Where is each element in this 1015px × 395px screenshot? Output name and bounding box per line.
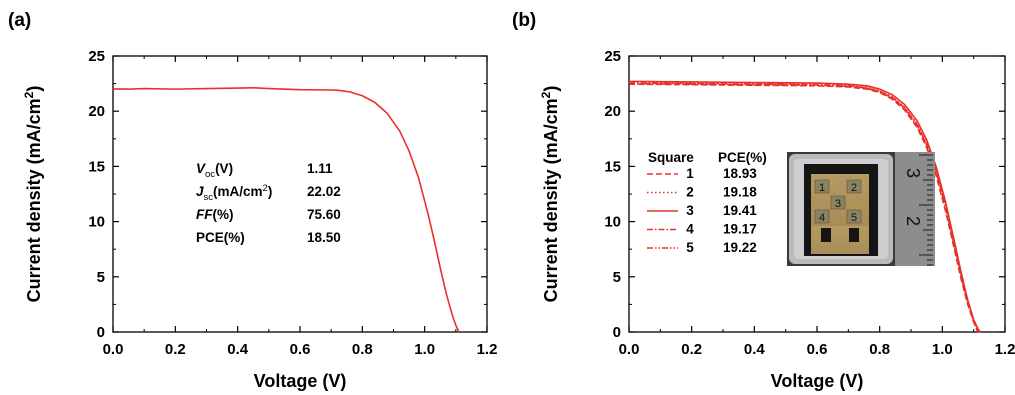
inset-pixel-label: 5 [851, 212, 857, 224]
legend-square-number: 2 [686, 185, 694, 200]
panel-a-y-tick-label: 10 [88, 214, 105, 231]
panel-b-x-tick-label: 1.0 [932, 341, 953, 358]
panel-b-x-tick-label: 0.0 [619, 341, 640, 358]
legend-header-square: Square [648, 150, 694, 165]
panel-b-y-tick-label: 0 [613, 324, 621, 341]
table-row-value: 75.60 [307, 207, 341, 222]
panel-a-y-axis-label: Current density (mA/cm2) [22, 86, 44, 303]
table-row-label: PCE(%) [196, 230, 245, 245]
inset-pixel-5 [846, 209, 862, 224]
panel-b: (b) 0.0 0.2 0.4 0.6 0.8 1.0 1.20510152025Volta… [512, 10, 1015, 391]
inset-pixel-2 [846, 179, 862, 194]
panel-b-x-tick-label: 0.2 [681, 341, 702, 358]
panel-b-x-tick-label: 0.8 [869, 341, 890, 358]
panel-a-series-line-1 [112, 87, 460, 333]
panel-a-x-tick-label: 1.0 [414, 341, 435, 358]
panel-a-axes: 0.0 0.2 0.4 0.6 0.8 1.0 1.2 0 5 10 15 20 25 Voltage (… [22, 48, 497, 391]
panel-a-y-tick-label: 15 [88, 158, 105, 175]
panel-a-series [112, 87, 460, 333]
panel-b-inset-photo: 1 234 532 [787, 152, 935, 266]
inset-ruler-label: 3 [903, 168, 923, 178]
panel-b-legend: Square PCE(%) 1 18.93 2 19.18 3 19.41 4 19.17 5 19.… [647, 150, 767, 255]
inset-electrode-bottom [811, 226, 869, 254]
legend-square-number: 4 [686, 222, 694, 237]
legend-square-number: 5 [686, 240, 694, 255]
legend-pce-value: 19.17 [723, 222, 757, 237]
panel-a-x-tick-label: 0.0 [103, 341, 124, 358]
panel-a-parameter-table: Voc(V) 1.11 Jsc(mA/cm2) 22.02 FF(%) 75.60 PCE(… [196, 161, 341, 245]
panel-a-x-tick-label: 1.2 [477, 341, 498, 358]
panel-a-x-tick-label: 0.6 [290, 341, 311, 358]
table-row-label: FF(%) [196, 207, 234, 222]
legend-pce-value: 18.93 [723, 166, 757, 181]
table-row-label: Voc(V) [196, 161, 233, 180]
inset-gap-left [821, 228, 831, 242]
panel-b-y-tick-label: 15 [604, 158, 621, 175]
panel-a-y-tick-label: 20 [88, 103, 105, 120]
table-row-value: 22.02 [307, 184, 341, 199]
panel-a-y-tick-label: 25 [88, 48, 105, 65]
panel-b-x-tick-label: 1.2 [995, 341, 1015, 358]
panel-b-y-tick-label: 10 [604, 214, 621, 231]
inset-pixel-4 [814, 209, 830, 224]
inset-gap-right [849, 228, 859, 242]
panel-a-plot-frame [112, 55, 488, 333]
inset-pixel-label: 3 [835, 198, 841, 210]
panel-b-y-tick-label: 5 [613, 269, 621, 286]
legend-header-pce: PCE(%) [718, 150, 767, 165]
inset-ruler-label: 2 [903, 216, 923, 226]
panel-b-y-tick-label: 25 [604, 48, 621, 65]
panel-b-x-axis-label: Voltage (V) [771, 371, 864, 391]
legend-pce-value: 19.18 [723, 185, 757, 200]
panel-a-y-tick-label: 5 [97, 269, 105, 286]
table-row-value: 1.11 [307, 161, 333, 176]
inset-ruler [895, 152, 935, 266]
panel-a-y-tick-label: 0 [97, 324, 105, 341]
inset-pixel-label: 4 [819, 212, 825, 224]
legend-square-number: 1 [686, 166, 694, 181]
panel-b-series [628, 80, 982, 333]
panel-a-x-tick-label: 0.4 [227, 341, 249, 358]
panel-b-x-tick-label: 0.4 [744, 341, 766, 358]
panel-b-y-tick-label: 20 [604, 103, 621, 120]
panel-b-series-line-5 [628, 82, 981, 333]
table-row-label: Jsc(mA/cm2) [196, 183, 272, 203]
legend-pce-value: 19.22 [723, 240, 757, 255]
legend-square-number: 3 [686, 203, 694, 218]
panel-a-label: (a) [8, 10, 31, 31]
panel-b-label: (b) [512, 10, 536, 31]
inset-pixel-label: 1 [819, 182, 825, 194]
panel-a-x-tick-label: 0.2 [165, 341, 186, 358]
panel-b-x-tick-label: 0.6 [807, 341, 828, 358]
inset-pixel-1 [814, 179, 830, 194]
legend-pce-value: 19.41 [723, 203, 757, 218]
panel-b-y-axis-label: Current density (mA/cm2) [539, 86, 561, 303]
panel-a-x-tick-label: 0.8 [352, 341, 373, 358]
inset-pixel-label: 2 [851, 182, 857, 194]
panel-a-x-axis-label: Voltage (V) [254, 371, 347, 391]
inset-pixel-3 [830, 195, 846, 210]
table-row-value: 18.50 [307, 230, 341, 245]
panel-a: (a) 0.0 0.2 0.4 0.6 0.8 1.0 1.2 0 5 10 15 20 25 Volta… [8, 10, 497, 391]
